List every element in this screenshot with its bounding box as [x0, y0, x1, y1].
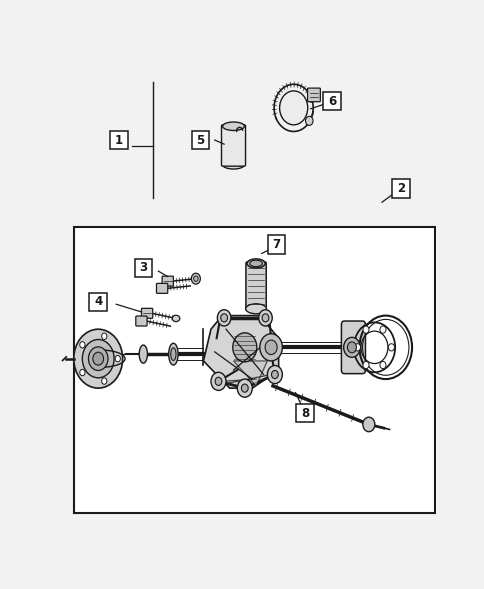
FancyBboxPatch shape [156, 283, 167, 293]
Circle shape [79, 369, 85, 376]
Circle shape [259, 334, 282, 361]
Text: 1: 1 [115, 134, 123, 147]
Circle shape [74, 329, 122, 388]
Ellipse shape [168, 343, 178, 365]
FancyBboxPatch shape [90, 293, 106, 311]
Circle shape [267, 365, 282, 383]
Text: 8: 8 [300, 406, 308, 419]
Circle shape [362, 326, 368, 333]
Text: 4: 4 [94, 296, 102, 309]
FancyBboxPatch shape [135, 259, 151, 277]
Circle shape [217, 310, 230, 326]
Circle shape [379, 362, 385, 369]
Circle shape [102, 333, 106, 339]
Text: 3: 3 [139, 262, 147, 274]
FancyBboxPatch shape [74, 227, 434, 513]
Ellipse shape [245, 304, 266, 314]
Circle shape [215, 378, 221, 385]
Circle shape [305, 116, 312, 125]
Circle shape [265, 340, 276, 355]
Text: 7: 7 [272, 238, 280, 251]
Circle shape [279, 91, 307, 125]
Circle shape [102, 378, 106, 384]
Circle shape [237, 379, 252, 397]
Text: 6: 6 [327, 95, 335, 108]
FancyBboxPatch shape [110, 131, 127, 150]
Circle shape [347, 342, 356, 353]
Circle shape [271, 370, 278, 379]
Ellipse shape [172, 315, 180, 322]
FancyBboxPatch shape [391, 179, 408, 198]
FancyBboxPatch shape [245, 262, 266, 310]
FancyBboxPatch shape [341, 321, 365, 373]
Circle shape [241, 384, 248, 392]
Ellipse shape [170, 348, 176, 360]
Text: 2: 2 [396, 182, 404, 195]
Circle shape [220, 314, 227, 322]
Circle shape [79, 342, 85, 348]
Circle shape [92, 352, 104, 365]
Circle shape [115, 356, 120, 362]
Text: 5: 5 [196, 134, 204, 147]
Ellipse shape [139, 345, 147, 363]
Circle shape [354, 344, 360, 351]
Circle shape [343, 337, 360, 358]
Ellipse shape [222, 161, 244, 169]
Circle shape [232, 333, 257, 362]
Circle shape [362, 417, 374, 432]
Ellipse shape [249, 260, 262, 267]
Circle shape [379, 326, 385, 333]
Circle shape [362, 362, 368, 369]
FancyBboxPatch shape [136, 316, 147, 326]
Polygon shape [233, 361, 267, 386]
FancyBboxPatch shape [141, 308, 152, 318]
Circle shape [88, 347, 108, 370]
FancyBboxPatch shape [162, 276, 173, 286]
FancyBboxPatch shape [191, 131, 209, 150]
Circle shape [82, 339, 114, 378]
Polygon shape [203, 316, 278, 388]
FancyBboxPatch shape [268, 235, 285, 254]
Circle shape [193, 276, 197, 282]
Circle shape [258, 310, 272, 326]
FancyBboxPatch shape [221, 125, 245, 166]
FancyBboxPatch shape [296, 404, 313, 422]
Circle shape [211, 372, 226, 391]
Ellipse shape [246, 259, 265, 268]
Circle shape [191, 273, 200, 284]
FancyBboxPatch shape [307, 88, 320, 102]
Circle shape [388, 344, 393, 351]
Circle shape [261, 314, 268, 322]
FancyBboxPatch shape [323, 92, 340, 110]
Ellipse shape [222, 122, 244, 131]
